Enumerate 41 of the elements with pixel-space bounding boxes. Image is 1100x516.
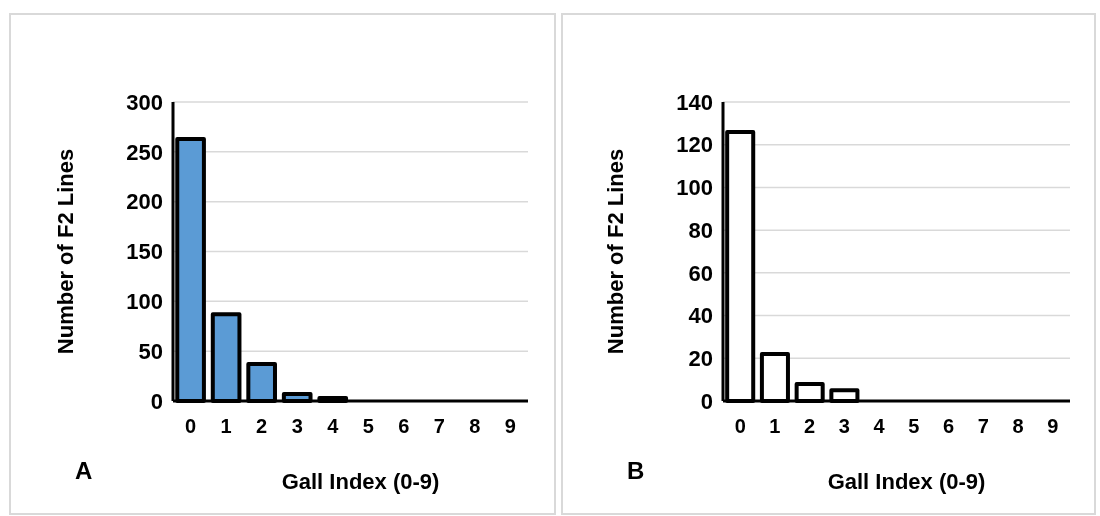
y-tick-label: 120 [676, 132, 713, 158]
y-axis-title: Number of F2 Lines [603, 148, 628, 355]
x-tick-label: 8 [469, 415, 481, 437]
x-tick-label: 4 [873, 415, 886, 437]
y-tick-label: 80 [688, 217, 713, 243]
x-tick-label: 5 [908, 415, 920, 437]
y-tick-label: 0 [700, 388, 713, 414]
y-tick-label: 40 [688, 303, 713, 329]
x-axis-title: Gall Index (0-9) [281, 469, 440, 494]
x-tick-label: 0 [734, 415, 746, 437]
y-tick-label: 100 [126, 289, 163, 315]
x-tick-label: 6 [943, 415, 955, 437]
text: A [75, 457, 93, 484]
x-tick-label: 1 [220, 415, 232, 437]
y-tick-label: 100 [676, 175, 713, 201]
x-tick-label: 8 [1012, 415, 1024, 437]
x-tick-label: 9 [504, 415, 516, 437]
x-tick-label: 9 [1047, 415, 1059, 437]
text: B [627, 457, 645, 484]
y-tick-label: 300 [126, 89, 163, 115]
y-tick-label: 140 [676, 89, 713, 115]
x-tick-label: 2 [804, 415, 816, 437]
x-tick-label: 7 [977, 415, 989, 437]
x-tick-label: 3 [291, 415, 303, 437]
x-tick-label: 1 [769, 415, 781, 437]
y-tick-label: 150 [126, 239, 163, 265]
y-tick-label: 0 [150, 388, 163, 414]
x-tick-label: 0 [185, 415, 197, 437]
x-tick-label: 6 [398, 415, 410, 437]
x-tick-label: 4 [327, 415, 340, 437]
y-tick-label: 50 [138, 338, 163, 364]
y-tick-label: 200 [126, 189, 163, 215]
x-tick-label: 3 [838, 415, 850, 437]
x-tick-label: 7 [433, 415, 445, 437]
y-tick-label: 20 [688, 345, 713, 371]
y-tick-label: 250 [126, 139, 163, 165]
x-tick-label: 5 [362, 415, 374, 437]
x-axis-title: Gall Index (0-9) [827, 469, 986, 494]
x-tick-label: 2 [256, 415, 268, 437]
y-tick-label: 60 [688, 260, 713, 286]
y-axis-title: Number of F2 Lines [53, 148, 78, 355]
